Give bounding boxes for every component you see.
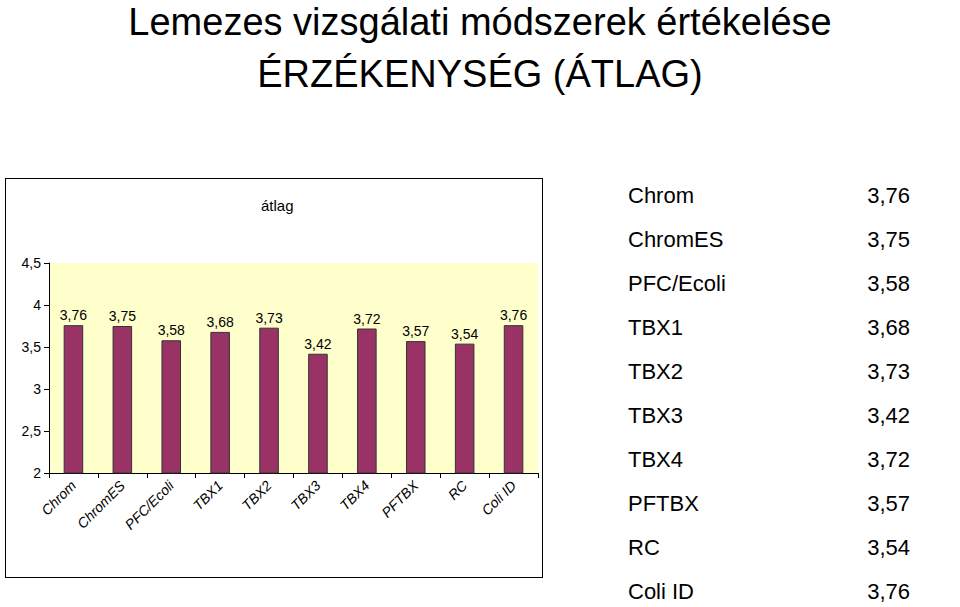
html-text:3,76: 3,76 — [867, 579, 910, 604]
svg-text:TBX2: TBX2 — [239, 477, 275, 513]
svg-text:TBX1: TBX1 — [190, 477, 226, 513]
svg-text:3,76: 3,76 — [500, 307, 527, 323]
html-text:3,76: 3,76 — [867, 183, 910, 208]
svg-text:3,58: 3,58 — [158, 322, 185, 338]
svg-text:3,72: 3,72 — [353, 311, 380, 327]
html-text:3,75: 3,75 — [867, 227, 910, 252]
svg-text:3,57: 3,57 — [402, 323, 429, 339]
html-text:3,72: 3,72 — [867, 447, 910, 472]
html-text:3,68: 3,68 — [867, 315, 910, 340]
html-text:Lemezes vizsgálati módszerek é: Lemezes vizsgálati módszerek értékelése — [128, 1, 832, 43]
html-text:TBX4: TBX4 — [628, 447, 683, 472]
svg-text:3,75: 3,75 — [109, 308, 136, 324]
svg-text:3,42: 3,42 — [304, 336, 331, 352]
html-text:ÉRZÉKENYSÉG (ÁTLAG): ÉRZÉKENYSÉG (ÁTLAG) — [257, 53, 703, 95]
html-text:TBX1: TBX1 — [628, 315, 683, 340]
svg-text:RC: RC — [445, 477, 471, 503]
html-text:PFC/Ecoli: PFC/Ecoli — [628, 271, 726, 296]
svg-text:3,54: 3,54 — [451, 326, 478, 342]
html-text:3,73: 3,73 — [867, 359, 910, 384]
html-text:PFTBX: PFTBX — [628, 491, 699, 516]
svg-text:átlag: átlag — [261, 197, 294, 214]
svg-text:Chrom: Chrom — [38, 477, 79, 518]
svg-text:ChromES: ChromES — [74, 477, 129, 532]
html-text:TBX3: TBX3 — [628, 403, 683, 428]
svg-text:TBX3: TBX3 — [288, 477, 324, 513]
svg-text:Coli ID: Coli ID — [478, 477, 519, 518]
html-text:3,58: 3,58 — [867, 271, 910, 296]
svg-text:PFTBX: PFTBX — [378, 477, 422, 521]
svg-text:4,5: 4,5 — [22, 255, 42, 271]
svg-text:3,76: 3,76 — [60, 307, 87, 323]
svg-text:TBX4: TBX4 — [336, 477, 372, 513]
svg-text:2: 2 — [33, 465, 41, 481]
svg-text:4: 4 — [33, 297, 41, 313]
svg-text:PFC/Ecoli: PFC/Ecoli — [122, 477, 178, 533]
html-text:Chrom: Chrom — [628, 183, 694, 208]
html-text:RC: RC — [628, 535, 660, 560]
html-text:3,54: 3,54 — [867, 535, 910, 560]
svg-text:3: 3 — [33, 381, 41, 397]
svg-text:3,68: 3,68 — [207, 314, 234, 330]
html-text:TBX2: TBX2 — [628, 359, 683, 384]
html-text:ChromES: ChromES — [628, 227, 724, 252]
html-text:3,57: 3,57 — [867, 491, 910, 516]
html-text:Coli ID: Coli ID — [628, 579, 694, 604]
svg-text:3,73: 3,73 — [255, 310, 282, 326]
svg-text:2,5: 2,5 — [22, 423, 42, 439]
svg-text:3,5: 3,5 — [22, 339, 42, 355]
html-text:3,42: 3,42 — [867, 403, 910, 428]
